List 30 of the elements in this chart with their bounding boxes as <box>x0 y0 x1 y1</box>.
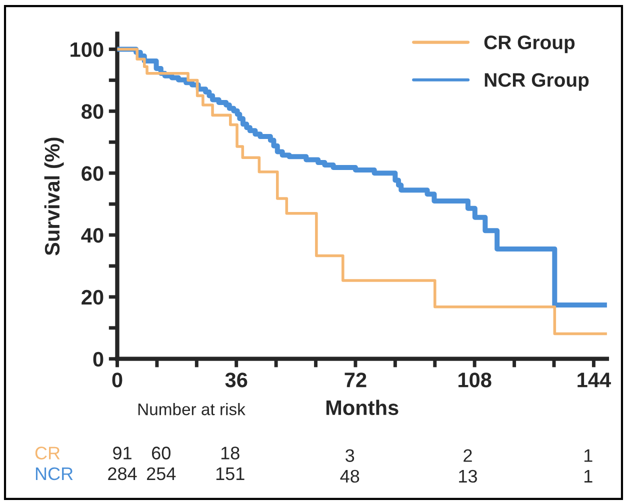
x-tick-label: 72 <box>344 372 366 388</box>
text: 3 <box>346 449 354 462</box>
x-tick-label: 36 <box>225 372 248 388</box>
y-tick-label: 40 <box>81 228 104 243</box>
text: 1 <box>584 470 592 482</box>
text: 13 <box>459 470 477 483</box>
x-axis-title: Months <box>326 400 398 416</box>
text: 151 <box>216 468 244 480</box>
text: 1 <box>584 449 592 462</box>
text: 2 <box>464 449 472 462</box>
legend-label: CR Group <box>484 36 575 54</box>
y-tick-label: 60 <box>82 166 104 181</box>
text: 284 <box>108 467 137 480</box>
text: 48 <box>340 470 360 483</box>
y-tick-label: 100 <box>70 42 104 57</box>
x-tick-label: 144 <box>578 372 611 388</box>
x-tick-label: 0 <box>112 372 122 388</box>
y-tick-label: 80 <box>82 104 104 119</box>
legend-label: NCR Group <box>484 73 589 91</box>
x-tick-label: 108 <box>458 372 492 388</box>
text: Number at risk <box>138 402 246 416</box>
y-axis-title: Survival (%) <box>44 138 64 256</box>
text: 18 <box>221 446 240 460</box>
text: 60 <box>152 446 170 460</box>
y-tick-label: 0 <box>93 352 104 367</box>
y-tick-label: 20 <box>82 290 104 305</box>
text: CR <box>35 446 60 460</box>
text: 254 <box>146 467 176 480</box>
text: NCR <box>36 467 73 480</box>
text: 91 <box>113 446 132 460</box>
